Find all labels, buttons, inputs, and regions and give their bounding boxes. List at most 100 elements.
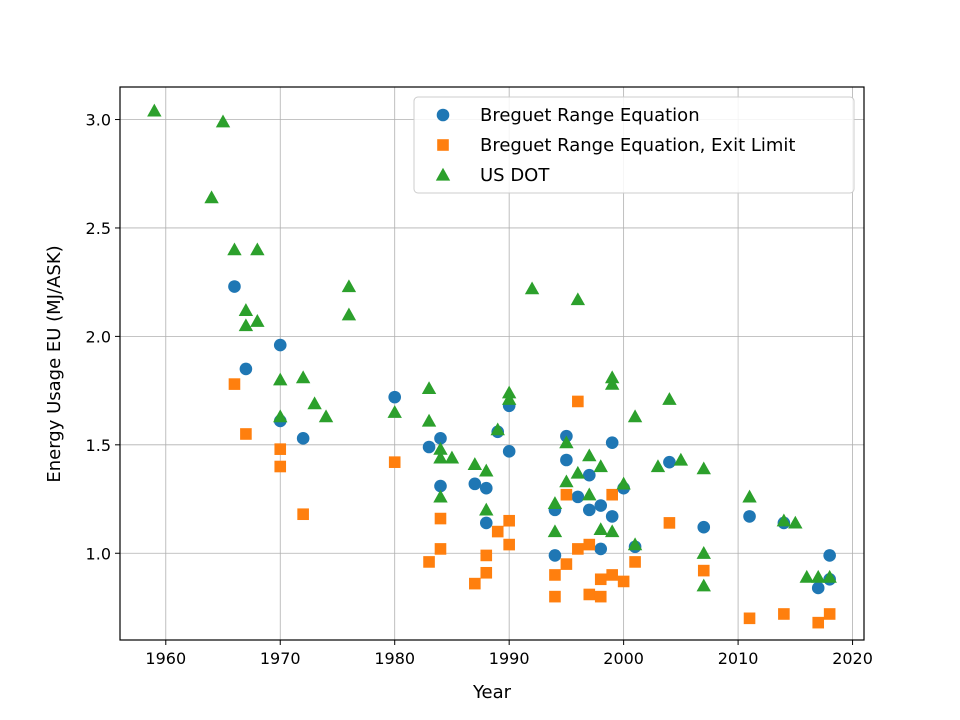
- triangle-point: [467, 457, 483, 470]
- grid-lines: [120, 87, 864, 640]
- y-tick-label: 1.0: [86, 544, 111, 563]
- square-point: [503, 514, 515, 527]
- data-points: [147, 103, 837, 629]
- circle-point: [605, 436, 619, 449]
- square-point: [491, 525, 504, 538]
- square-point: [583, 588, 596, 601]
- triangle-point: [604, 376, 620, 390]
- triangle-point: [547, 524, 563, 538]
- triangle-point: [433, 450, 448, 464]
- legend-marker-triangle: [435, 167, 451, 181]
- x-tick-label: 1970: [260, 649, 301, 668]
- legend-label: US DOT: [480, 165, 550, 186]
- square-point: [388, 456, 401, 468]
- triangle-point: [742, 489, 757, 503]
- square-point: [423, 556, 435, 568]
- circle-point: [479, 516, 493, 530]
- circle-point: [239, 362, 253, 376]
- y-tick-label: 2.5: [86, 219, 111, 238]
- square-point: [503, 538, 515, 551]
- circle-point: [594, 499, 608, 512]
- circle-point: [560, 453, 573, 467]
- triangle-point: [524, 281, 540, 295]
- square-point: [572, 543, 584, 555]
- circle-point: [228, 280, 241, 293]
- square-point: [663, 517, 676, 529]
- triangle-point: [273, 409, 288, 423]
- triangle-point: [341, 307, 357, 321]
- square-point: [480, 549, 493, 562]
- circle-point: [273, 338, 287, 352]
- triangle-point: [559, 474, 574, 488]
- triangle-point: [147, 103, 162, 117]
- triangle-point: [227, 242, 242, 256]
- square-point: [228, 378, 241, 390]
- circle-point: [434, 479, 447, 493]
- triangle-point: [295, 370, 311, 384]
- circle-point: [582, 503, 596, 517]
- square-point: [434, 543, 447, 555]
- square-point: [594, 590, 607, 603]
- circle-point: [743, 510, 756, 523]
- triangle-point: [776, 513, 792, 527]
- triangle-point: [341, 279, 357, 293]
- x-tick-label: 1960: [145, 649, 186, 668]
- x-axis-label: Year: [472, 682, 512, 703]
- square-point: [778, 608, 790, 620]
- square-point: [274, 460, 287, 473]
- triangle-point: [650, 459, 666, 473]
- triangle-point: [593, 459, 608, 473]
- circle-point: [697, 520, 711, 534]
- circle-point: [468, 477, 482, 491]
- triangle-point: [273, 372, 288, 386]
- triangle-point: [307, 396, 322, 410]
- circle-point: [811, 581, 825, 595]
- triangle-point: [421, 381, 437, 395]
- triangle-point: [616, 476, 631, 490]
- triangle-point: [559, 435, 574, 449]
- triangle-point: [811, 569, 826, 583]
- circle-point: [605, 510, 619, 523]
- square-point: [583, 538, 596, 551]
- x-tick-label: 1990: [489, 649, 530, 668]
- legend-marker-circle: [436, 108, 450, 122]
- triangle-point: [501, 385, 517, 399]
- square-point: [823, 608, 836, 620]
- square-point: [549, 569, 561, 581]
- square-point: [549, 590, 561, 603]
- triangle-point: [479, 463, 494, 477]
- triangle-point: [215, 114, 231, 128]
- triangle-point: [250, 314, 265, 327]
- triangle-point: [421, 413, 437, 427]
- triangle-point: [238, 303, 254, 316]
- square-point: [594, 573, 607, 586]
- circle-point: [594, 542, 608, 556]
- triangle-point: [204, 190, 219, 204]
- square-point: [434, 512, 447, 525]
- triangle-point: [673, 452, 689, 466]
- legend-marker-square: [437, 139, 449, 151]
- y-tick-label: 3.0: [86, 111, 111, 130]
- square-point: [629, 556, 641, 568]
- y-tick-label: 1.5: [86, 436, 111, 455]
- triangle-point: [433, 441, 448, 455]
- legend-entry: US DOT: [435, 165, 550, 186]
- series-triangle: [147, 103, 837, 592]
- circle-point: [502, 445, 516, 458]
- triangle-point: [238, 318, 254, 332]
- triangle-point: [250, 242, 265, 256]
- legend: Breguet Range Equation Breguet Range Equa…: [413, 96, 855, 194]
- x-tick-label: 2010: [718, 649, 759, 668]
- y-tick-label: 2.0: [86, 327, 111, 346]
- legend-entry: Breguet Range Equation: [436, 105, 700, 126]
- triangle-point: [627, 537, 643, 551]
- triangle-point: [788, 515, 803, 529]
- triangle-point: [696, 461, 711, 475]
- triangle-point: [570, 292, 586, 306]
- legend-label: Breguet Range Equation: [480, 105, 700, 126]
- square-point: [606, 569, 618, 581]
- square-point: [560, 558, 573, 570]
- legend-entry: Breguet Range Equation, Exit Limit: [437, 135, 795, 156]
- triangle-point: [662, 392, 677, 405]
- triangle-point: [627, 409, 643, 423]
